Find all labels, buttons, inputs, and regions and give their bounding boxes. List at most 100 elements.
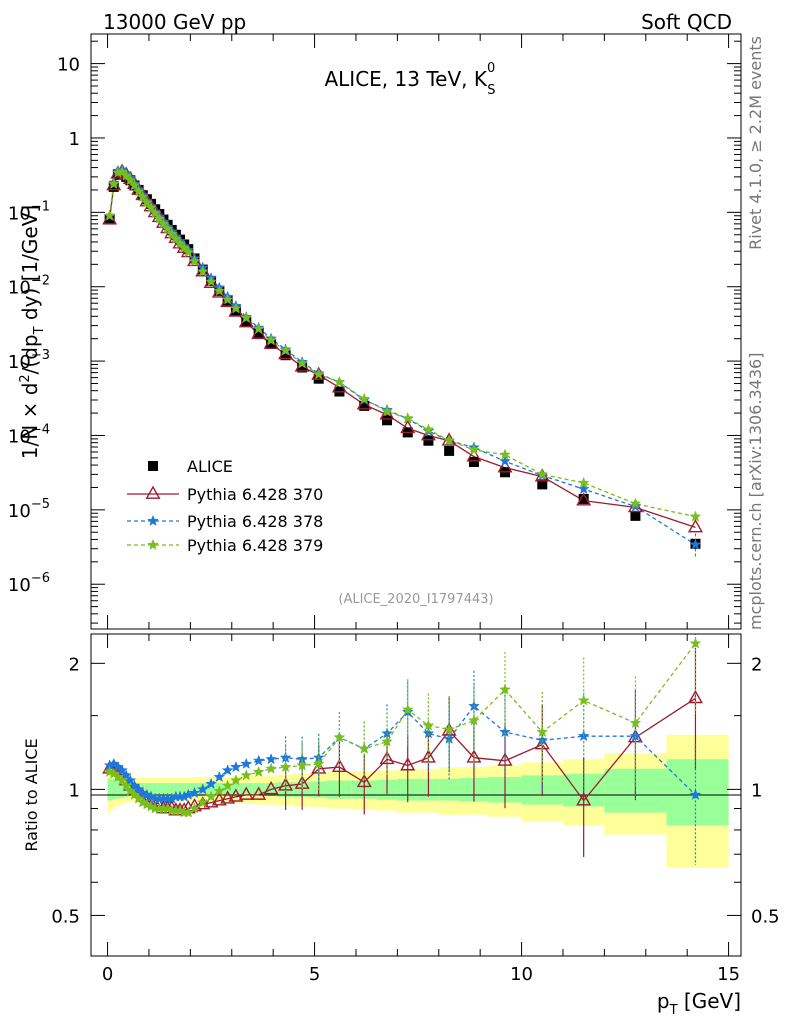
y-tick-mantissa: 10 <box>8 501 31 522</box>
ratio-point-1 <box>120 769 133 781</box>
inner-band <box>161 783 166 796</box>
ratio-point-1 <box>265 753 277 765</box>
ratio-point-2 <box>536 725 549 738</box>
mc-point-1 <box>576 492 592 506</box>
mc-point-3 <box>499 448 511 460</box>
inner-band <box>173 783 178 796</box>
ratio-point-2 <box>499 683 511 695</box>
ratio-line-2 <box>109 643 697 814</box>
y-tick-exponent: −3 <box>31 348 50 363</box>
data-point <box>241 316 252 327</box>
mc-point-3 <box>443 434 456 446</box>
ratio-point-1 <box>116 764 128 776</box>
y-tick-exponent: −5 <box>31 497 50 512</box>
ratio-point-0 <box>228 788 244 802</box>
mc-point-3 <box>188 255 201 267</box>
y-tick-exponent: −4 <box>31 422 50 437</box>
ratio-point-1 <box>196 783 209 795</box>
mc-point-3 <box>279 344 292 356</box>
mc-point-1 <box>102 211 118 225</box>
data-point <box>104 214 115 225</box>
inner-band <box>182 783 187 796</box>
mc-point-3 <box>169 232 182 244</box>
mc-point-3 <box>145 201 158 213</box>
inner-band <box>115 780 120 799</box>
ratio-point-1 <box>230 760 242 773</box>
y-tick-label: 10−1 <box>8 199 50 224</box>
ratio-point-2 <box>689 637 702 649</box>
mc-point-3 <box>312 368 325 380</box>
ratio-point-1 <box>188 786 201 799</box>
y-tick-mantissa: 10 <box>8 575 31 596</box>
mc-point-3 <box>141 196 153 208</box>
ratio-line-1 <box>109 705 696 800</box>
mc-point-3 <box>577 476 590 488</box>
inner-band <box>157 783 162 796</box>
inner-band <box>107 778 112 801</box>
inner-band <box>252 783 265 796</box>
y-axis-label-part1: 1/N × d <box>18 383 42 460</box>
ratio-point-2 <box>196 796 209 808</box>
legend-marker <box>147 514 159 526</box>
ratio-y-tick-label-right: 1 <box>751 780 762 801</box>
mc-point-3 <box>182 246 195 258</box>
ratio-point-2 <box>381 735 393 747</box>
mc-point-3 <box>132 185 145 197</box>
mc-point-3 <box>205 275 217 287</box>
inner-band <box>666 759 729 826</box>
y-tick-mantissa: 10 <box>8 278 31 299</box>
ratio-point-2 <box>422 719 435 731</box>
legend-label: Pythia 6.428 379 <box>187 536 323 555</box>
legend: ALICE Pythia 6.428 370 Pythia 6.428 378 Pyt… <box>127 457 323 555</box>
ratio-point-2 <box>333 731 346 743</box>
ratio-point-2 <box>468 714 480 726</box>
data-point <box>423 435 434 446</box>
inner-band <box>240 783 253 796</box>
legend-marker <box>148 461 158 471</box>
y-tick-mantissa: 10 <box>8 426 31 447</box>
y-tick-exponent: −2 <box>31 274 50 289</box>
mc-point-3 <box>422 423 435 435</box>
data-point <box>253 327 264 338</box>
x-tick-label: 0 <box>102 964 113 985</box>
legend-marker <box>147 538 159 550</box>
ratio-y-tick-label: 1 <box>69 780 80 801</box>
y-axis-label-sup: 2 <box>18 374 33 382</box>
ratio-point-2 <box>188 802 201 814</box>
y-tick-label: 10−4 <box>8 422 50 447</box>
y-tick-exponent: −1 <box>31 199 50 214</box>
mc-point-3 <box>230 302 242 314</box>
mc-point-3 <box>128 179 141 191</box>
analysis-watermark: (ALICE_2020_I1797443) <box>338 592 493 607</box>
ratio-point-0 <box>238 786 254 800</box>
mc-point-3 <box>157 217 170 229</box>
ratio-point-0 <box>220 790 236 804</box>
mc-point-3 <box>174 237 186 249</box>
inner-band <box>206 783 216 796</box>
inner-band <box>223 783 232 796</box>
legend-marker <box>145 485 161 499</box>
side-labels: Rivet 4.1.0, ≥ 2.2M events mcplots.cern.… <box>746 36 765 630</box>
y-tick-label: 10−6 <box>8 571 50 596</box>
ratio-y-tick-label: 2 <box>69 654 80 675</box>
inner-band <box>153 783 158 796</box>
data-point <box>382 415 393 426</box>
ratio-point-1 <box>252 754 265 766</box>
ratio-panel: 0.5 0.5 1 1 2 2 0 5 10 15 Ratio to ALICE pT [GeV] <box>22 633 780 1018</box>
ratio-point-2 <box>230 774 242 786</box>
mc-point-3 <box>213 284 226 296</box>
y-tick-label: 1 <box>69 129 80 150</box>
y-tick-label: 10−5 <box>8 497 50 522</box>
mc-point-3 <box>136 190 149 203</box>
mc-point-1 <box>400 419 416 434</box>
x-axis-label-p: p <box>657 989 670 1013</box>
inner-band <box>169 783 174 796</box>
ratio-point-1 <box>422 727 435 739</box>
y-tick-label: 10−3 <box>8 348 50 373</box>
mc-point-3 <box>333 375 346 388</box>
ratio-point-2 <box>120 779 133 791</box>
ratio-point-0 <box>576 792 592 806</box>
data-point <box>578 493 589 504</box>
inner-band <box>438 778 460 801</box>
